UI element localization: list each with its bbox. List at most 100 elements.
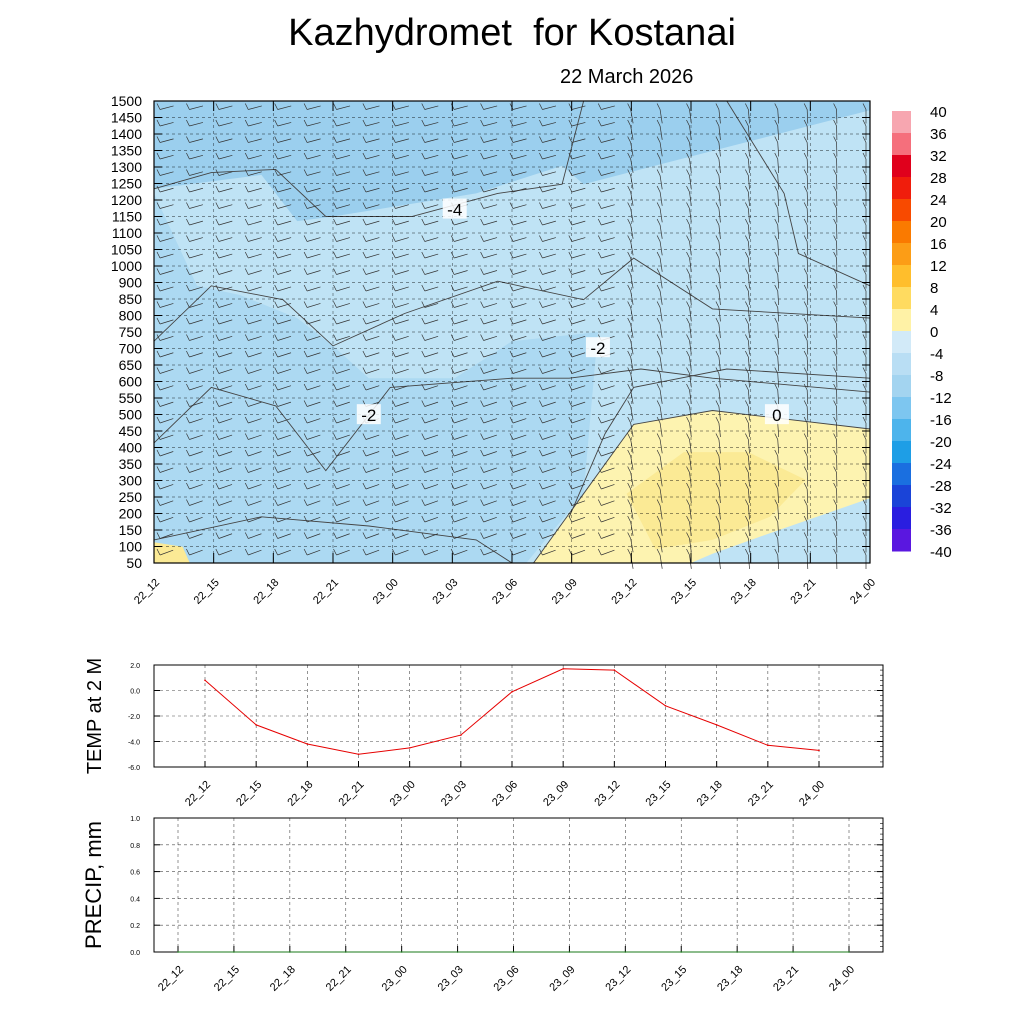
wind-barb (189, 500, 203, 506)
wind-barb-flag (686, 268, 690, 275)
wind-barb-flag (539, 383, 543, 391)
wind-barb (189, 533, 203, 539)
wind-barb-flag (803, 350, 808, 358)
wind-barb-flag (803, 202, 808, 209)
wind-barb (395, 418, 409, 424)
wind-barb-flag (303, 433, 308, 440)
wind-barb-flag (303, 334, 308, 341)
wind-barb-flag (450, 400, 455, 407)
wind-barb-flag (480, 202, 484, 209)
wind-barb-flag (392, 301, 396, 308)
wind-barb-flag (715, 152, 720, 160)
wind-barb (512, 319, 527, 325)
wind-barb-flag (656, 482, 661, 490)
x-tick-label: 23_21 (771, 964, 801, 994)
wind-barb-flag (745, 169, 749, 176)
wind-barb (395, 319, 409, 325)
wind-barb (718, 109, 721, 124)
wind-barb (306, 451, 321, 457)
wind-barb-flag (333, 268, 337, 275)
wind-barb (483, 418, 497, 424)
wind-barb-flag (215, 284, 220, 292)
wind-barb-flag (627, 499, 631, 506)
wind-barb-flag (862, 218, 867, 226)
wind-barb-flag (539, 301, 543, 308)
wind-barb-flag (215, 416, 220, 424)
cross-section-panel: -4-2-2 022_12 22_15 22_18 22_21 23_00 23_03 23_… (111, 93, 952, 607)
wind-barb (218, 286, 233, 292)
wind-barb-flag (656, 202, 661, 209)
wind-barb (659, 158, 663, 173)
wind-barb (248, 533, 262, 539)
wind-barb-flag (656, 119, 661, 127)
data-point (568, 951, 571, 953)
wind-barb (512, 253, 527, 259)
wind-barb-flag (480, 416, 484, 424)
wind-barb-flag (303, 499, 308, 506)
wind-barb-flag (362, 218, 367, 226)
wind-barb (659, 521, 663, 536)
wind-barb-flag (862, 515, 867, 523)
wind-barb (777, 439, 780, 454)
wind-barb-flag (833, 433, 837, 440)
wind-barb (336, 368, 350, 374)
wind-barb-flag (480, 532, 484, 539)
wind-barb (336, 253, 351, 259)
wind-barb (365, 434, 380, 440)
y-tick-label: 1500 (111, 93, 142, 109)
wind-barb-flag (303, 119, 308, 127)
wind-barb (218, 319, 233, 325)
data-point (512, 951, 515, 953)
colorbar-swatch (892, 265, 911, 288)
wind-barb (365, 303, 380, 308)
wind-barb-flag (568, 152, 573, 160)
wind-barb (777, 356, 780, 371)
wind-barb (483, 368, 498, 374)
wind-barb-flag (862, 449, 867, 457)
wind-barb (659, 439, 663, 454)
wind-barb-flag (303, 383, 308, 391)
wind-barb (159, 500, 174, 506)
wind-barb-flag (862, 383, 867, 391)
colorbar-swatch (892, 353, 911, 376)
wind-barb (336, 484, 350, 490)
wind-barb (777, 323, 780, 338)
wind-barb-flag (156, 532, 161, 539)
wind-barb (277, 516, 291, 523)
wind-barb (365, 467, 380, 473)
wind-barb (689, 323, 692, 338)
x-tick-label: 22_12 (132, 577, 162, 607)
y-tick-label: 1100 (112, 225, 142, 241)
data-point (715, 724, 718, 726)
wind-barb-flag (745, 532, 749, 539)
wind-barb-flag (686, 433, 690, 440)
wind-barb (777, 274, 780, 289)
wind-barb-flag (803, 499, 808, 506)
wind-barb-flag (568, 218, 573, 226)
data-point (204, 679, 206, 682)
wind-barb (306, 500, 321, 506)
wind-barb (248, 220, 262, 226)
y-tick-label: 700 (119, 341, 143, 357)
wind-barb (159, 253, 174, 259)
contour-label-bg (356, 404, 381, 425)
wind-barb-flag (774, 515, 779, 523)
wind-barb-flag (833, 136, 837, 143)
wind-barb-flag (568, 185, 573, 193)
wind-barb (277, 533, 291, 539)
wind-barb-flag (627, 334, 631, 341)
wind-barb (483, 385, 498, 391)
wind-barb-flag (715, 532, 720, 539)
wind-barb (806, 340, 809, 355)
y-tick-label: 1300 (111, 159, 142, 175)
wind-barb-flag (745, 185, 749, 193)
wind-barb (806, 488, 809, 504)
wind-barb (365, 154, 380, 160)
wind-barb-flag (539, 532, 543, 539)
wind-barb-flag (509, 499, 514, 506)
wind-barb (747, 488, 750, 503)
wind-barb (365, 171, 380, 176)
wind-barb (424, 187, 439, 193)
wind-barb-flag (686, 119, 690, 127)
